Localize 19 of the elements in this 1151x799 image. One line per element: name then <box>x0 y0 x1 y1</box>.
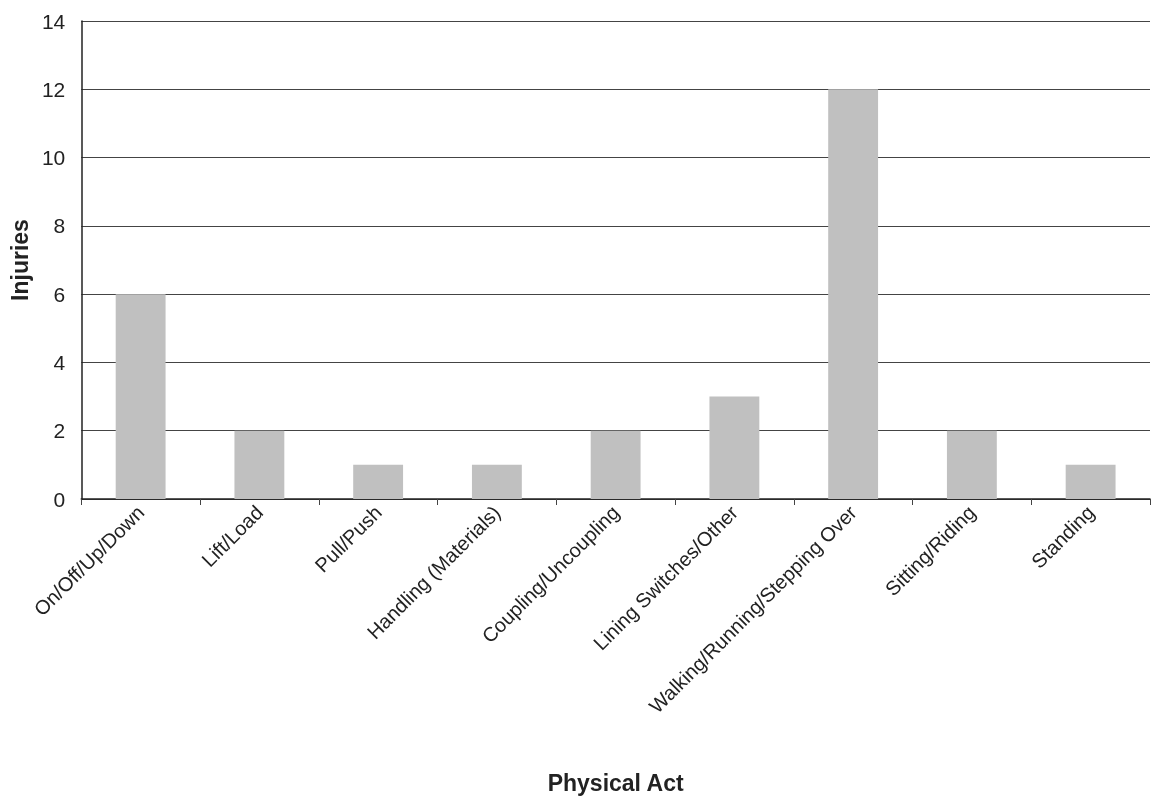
bar <box>471 464 522 499</box>
bar <box>590 430 641 499</box>
y-tick-label: 6 <box>53 282 66 306</box>
y-tick-label: 10 <box>41 146 66 170</box>
bar <box>234 430 285 499</box>
bar <box>115 294 166 499</box>
y-axis-title: Injuries <box>6 219 33 301</box>
y-tick-label: 14 <box>41 9 66 33</box>
bar <box>1065 464 1116 499</box>
y-tick-label: 8 <box>53 214 66 238</box>
bar <box>946 430 997 499</box>
y-tick-label: 0 <box>53 487 66 511</box>
bar <box>709 396 760 499</box>
y-tick-label: 4 <box>53 350 66 374</box>
bar <box>828 89 879 499</box>
y-tick-label: 12 <box>41 77 66 101</box>
y-tick-label: 2 <box>53 419 66 443</box>
bar <box>353 464 404 499</box>
x-axis-title: Physical Act <box>547 769 684 796</box>
